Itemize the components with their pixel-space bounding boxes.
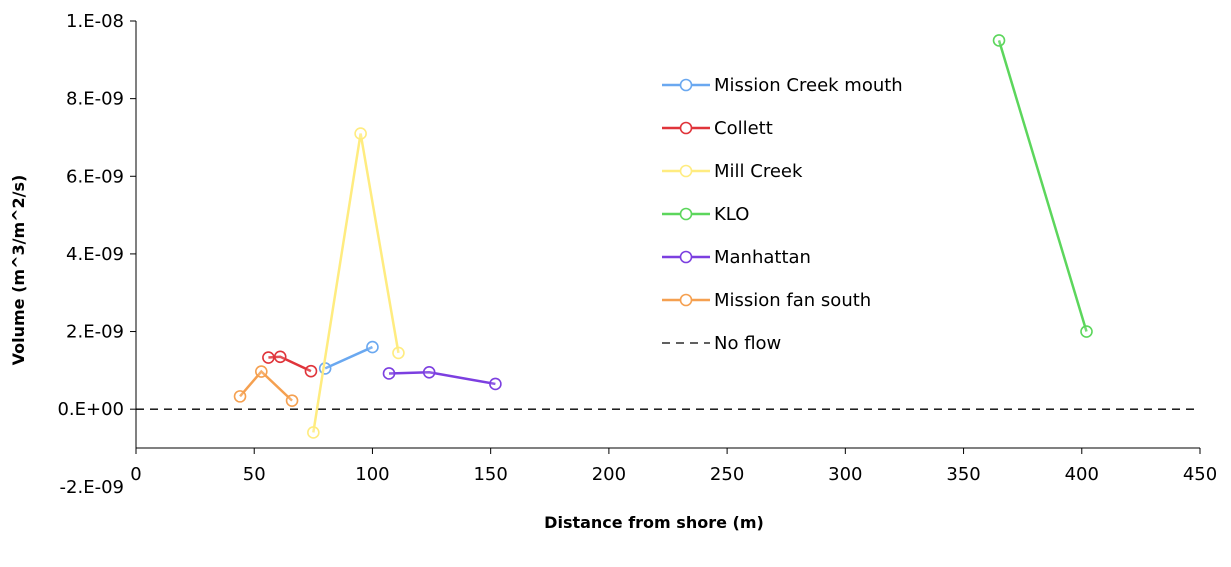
legend: Mission Creek mouth Collett Mill Creek KLO M… <box>662 75 903 354</box>
legend-label: KLO <box>714 204 749 225</box>
data-point-mission-fan-south <box>285 394 299 407</box>
legend-item-manhattan: Manhattan <box>662 247 811 268</box>
series-line-manhattan <box>388 371 496 386</box>
x-axis-title: Distance from shore (m) <box>544 513 764 532</box>
y-tick-label: 1.E-08 <box>66 11 124 32</box>
series-klo <box>992 34 1093 338</box>
x-tick-label: 250 <box>710 464 744 485</box>
x-tick-label: 350 <box>946 464 980 485</box>
x-tick-label: 400 <box>1065 464 1099 485</box>
y-axis-title: Volume (m^3/m^2/s) <box>9 175 28 366</box>
data-point-manhattan <box>422 366 436 379</box>
legend-label: Mission Creek mouth <box>714 75 903 96</box>
legend-item-no-flow: No flow <box>662 333 781 354</box>
legend-swatch-marker <box>679 250 693 264</box>
legend-swatch-marker <box>679 207 693 221</box>
data-point-mission-creek-mouth <box>366 340 379 354</box>
y-tick-label: 8.E-09 <box>66 89 124 110</box>
series-line-mission-fan-south <box>239 369 293 402</box>
legend-item-mission-creek-mouth: Mission Creek mouth <box>662 75 903 96</box>
x-tick-label: 200 <box>592 464 626 485</box>
legend-swatch-marker <box>679 164 693 178</box>
x-tick-label: 100 <box>355 464 389 485</box>
legend-swatch-marker <box>679 121 693 135</box>
y-tick-label: 2.E-09 <box>66 322 124 343</box>
data-point-mill-creek <box>354 127 367 140</box>
x-ticks: 0 50 100 150 200 250 300 350 400 450 <box>130 448 1217 485</box>
legend-item-mission-fan-south: Mission fan south <box>662 290 871 311</box>
data-point-collett <box>273 350 287 364</box>
legend-swatch-marker <box>679 293 693 307</box>
series-group <box>233 34 1093 439</box>
legend-item-collett: Collett <box>662 118 773 139</box>
y-tick-label: 4.E-09 <box>66 244 124 265</box>
legend-swatch-marker <box>679 78 693 92</box>
data-point-mission-fan-south <box>255 365 268 378</box>
legend-label: Manhattan <box>714 247 811 268</box>
axes <box>135 21 1200 449</box>
y-tick-label: 6.E-09 <box>66 166 124 187</box>
data-point-mill-creek <box>307 426 320 439</box>
series-line-mill-creek <box>312 133 400 433</box>
series-line-collett <box>268 355 312 373</box>
data-point-mill-creek <box>392 346 405 360</box>
legend-item-klo: KLO <box>662 204 749 225</box>
legend-item-mill-creek: Mill Creek <box>662 161 803 182</box>
legend-label: Mill Creek <box>714 161 803 182</box>
legend-label: No flow <box>714 333 781 354</box>
series-mill-creek <box>307 127 405 439</box>
data-point-mission-fan-south <box>233 390 247 403</box>
series-collett <box>262 350 318 378</box>
series-mission-fan-south <box>233 365 299 407</box>
x-tick-label: 150 <box>473 464 507 485</box>
series-manhattan <box>382 366 502 391</box>
x-tick-label: 50 <box>243 464 266 485</box>
data-point-klo <box>992 34 1006 47</box>
x-tick-label: 0 <box>130 464 141 485</box>
legend-label: Collett <box>714 118 773 139</box>
series-line-klo <box>997 40 1088 332</box>
data-point-klo <box>1080 325 1093 338</box>
data-point-collett <box>262 351 275 364</box>
data-point-manhattan <box>489 377 502 391</box>
data-point-manhattan <box>382 367 396 380</box>
series-mission-creek-mouth <box>318 340 379 375</box>
legend-label: Mission fan south <box>714 290 871 311</box>
y-ticks: 1.E-08 8.E-09 6.E-09 4.E-09 2.E-09 0.E+00 -2.E… <box>57 11 136 498</box>
y-tick-label: -2.E-09 <box>60 477 124 498</box>
x-tick-label: 300 <box>828 464 862 485</box>
data-point-collett <box>304 364 318 378</box>
series-line-mission-creek-mouth <box>324 345 373 370</box>
y-tick-label: 0.E+00 <box>57 399 124 420</box>
x-tick-label: 450 <box>1183 464 1217 485</box>
